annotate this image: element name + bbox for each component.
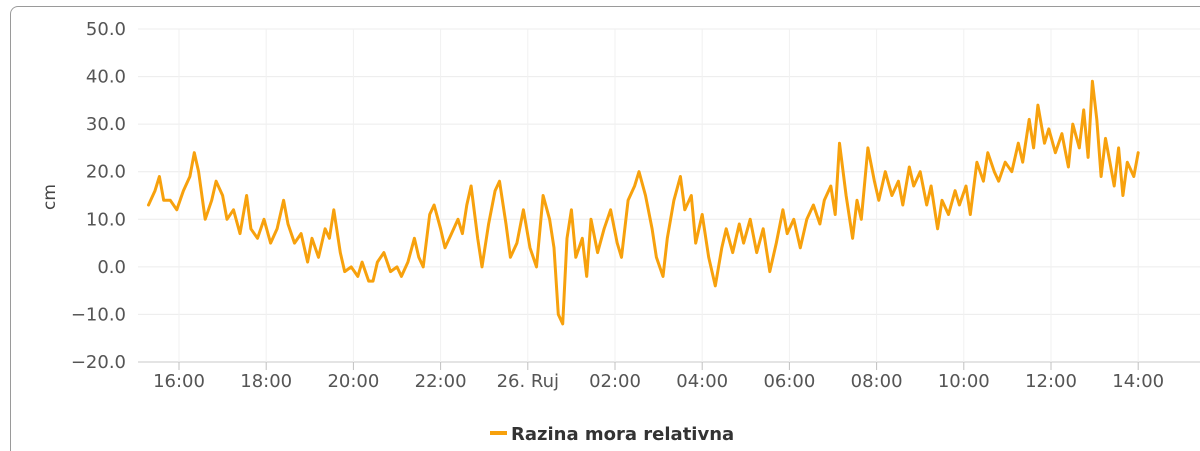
legend-label[interactable]: Razina mora relativna <box>511 424 734 445</box>
y-tick-label: 20.0 <box>86 162 126 183</box>
x-tick-label: 08:00 <box>851 371 903 392</box>
y-tick-label: 30.0 <box>86 114 126 135</box>
x-tick-label: 22:00 <box>415 371 467 392</box>
chart-frame <box>10 6 1200 451</box>
x-tick-label: 18:00 <box>240 371 292 392</box>
x-tick-label: 14:00 <box>1112 371 1164 392</box>
x-tick-label: 10:00 <box>938 371 990 392</box>
y-tick-label: −20.0 <box>71 352 126 373</box>
series-layer <box>147 79 1140 326</box>
series-line[interactable] <box>147 79 1140 326</box>
x-tick-label: 12:00 <box>1025 371 1077 392</box>
y-axis-title: cm <box>40 184 60 210</box>
y-tick-label: −10.0 <box>71 304 126 325</box>
y-tick-label: 40.0 <box>86 67 126 88</box>
y-tick-label: 50.0 <box>86 19 126 40</box>
x-tick-label: 06:00 <box>763 371 815 392</box>
y-tick-label: 0.0 <box>97 257 126 278</box>
x-tick-label: 04:00 <box>676 371 728 392</box>
x-axis: 16:00 18:00 20:00 22:00 26. Ruj 02:00 04:00 06:… <box>153 362 1164 392</box>
legend[interactable]: Razina mora relativna <box>490 424 734 445</box>
x-tick-label: 26. Ruj <box>497 371 559 392</box>
x-tick-label: 16:00 <box>153 371 205 392</box>
x-tick-label: 02:00 <box>589 371 641 392</box>
grid <box>138 28 1200 363</box>
x-tick-label: 20:00 <box>327 371 379 392</box>
y-tick-label: 10.0 <box>86 209 126 230</box>
y-axis: −20.0 −10.0 0.0 10.0 20.0 30.0 40.0 50.0 <box>71 19 126 373</box>
